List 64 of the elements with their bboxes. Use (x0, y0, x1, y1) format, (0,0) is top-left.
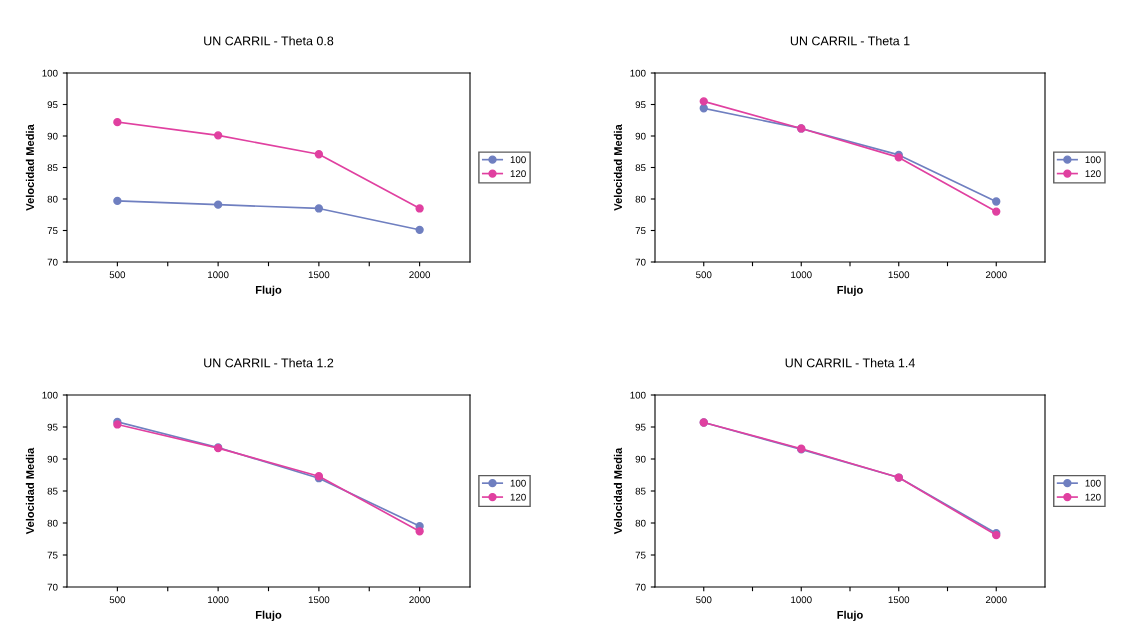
legend-label: 100 (1085, 479, 1101, 487)
y-tick-label: 90 (47, 132, 58, 140)
y-tick-label: 95 (47, 423, 58, 431)
y-tick-label: 85 (47, 164, 58, 172)
x-tick-label: 2000 (985, 271, 1007, 279)
y-tick-label: 70 (635, 583, 646, 591)
y-tick-label: 80 (635, 195, 646, 203)
y-tick-label: 100 (42, 391, 58, 399)
y-tick-label: 75 (635, 551, 646, 559)
y-tick-label: 90 (635, 132, 646, 140)
x-tick-label: 500 (696, 596, 712, 604)
y-tick-label: 95 (47, 101, 58, 109)
y-tick-label: 100 (42, 69, 58, 77)
legend-label: 100 (510, 156, 526, 164)
y-tick-label: 100 (630, 391, 646, 399)
chart-title: UN CARRIL - Theta 1 (790, 36, 910, 46)
x-tick-label: 500 (109, 596, 126, 604)
y-tick-label: 70 (47, 258, 58, 266)
y-axis-title: Velocidad Media (25, 124, 34, 211)
x-axis-title: Flujo (837, 610, 863, 621)
legend-label: 100 (1085, 156, 1101, 164)
x-tick-label: 1500 (888, 596, 910, 604)
y-tick-label: 90 (635, 455, 646, 463)
y-tick-label: 80 (635, 519, 646, 527)
y-tick-label: 70 (47, 583, 58, 591)
x-tick-label: 500 (109, 271, 126, 279)
y-tick-label: 75 (47, 227, 58, 235)
y-tick-label: 80 (47, 519, 58, 527)
x-tick-label: 1000 (791, 271, 812, 279)
y-axis-title: Velocidad Media (25, 447, 34, 535)
y-tick-label: 80 (47, 195, 58, 203)
legend-label: 120 (1085, 170, 1101, 178)
x-axis-title: Flujo (837, 285, 863, 296)
chart-title: UN CARRIL - Theta 1.4 (785, 358, 915, 368)
x-tick-label: 1000 (208, 596, 229, 604)
y-axis-title: Velocidad Media (613, 124, 622, 211)
x-tick-label: 500 (696, 271, 712, 279)
x-tick-label: 2000 (409, 596, 431, 604)
y-tick-label: 85 (635, 487, 646, 495)
chart-title: UN CARRIL - Theta 1.2 (204, 358, 334, 368)
x-tick-label: 1500 (308, 271, 330, 279)
x-tick-label: 1500 (308, 596, 330, 604)
y-axis-title: Velocidad Media (613, 447, 622, 535)
x-tick-label: 1000 (791, 596, 812, 604)
x-tick-label: 2000 (985, 596, 1007, 604)
legend-label: 120 (1085, 493, 1101, 501)
y-tick-label: 95 (635, 423, 646, 431)
x-axis-title: Flujo (255, 610, 282, 621)
y-tick-label: 75 (47, 551, 58, 559)
chart-title: UN CARRIL - Theta 0.8 (204, 36, 334, 46)
x-tick-label: 2000 (409, 271, 431, 279)
y-tick-label: 90 (47, 455, 58, 463)
y-tick-label: 85 (635, 164, 646, 172)
y-tick-label: 75 (635, 227, 646, 235)
x-tick-label: 1000 (208, 271, 229, 279)
legend-label: 100 (510, 479, 526, 487)
y-tick-label: 100 (630, 69, 646, 77)
legend-label: 120 (510, 170, 526, 178)
y-tick-label: 85 (47, 487, 58, 495)
x-axis-title: Flujo (255, 285, 282, 296)
x-tick-label: 1500 (888, 271, 910, 279)
legend-label: 120 (510, 493, 526, 501)
y-tick-label: 95 (635, 101, 646, 109)
y-tick-label: 70 (635, 258, 646, 266)
